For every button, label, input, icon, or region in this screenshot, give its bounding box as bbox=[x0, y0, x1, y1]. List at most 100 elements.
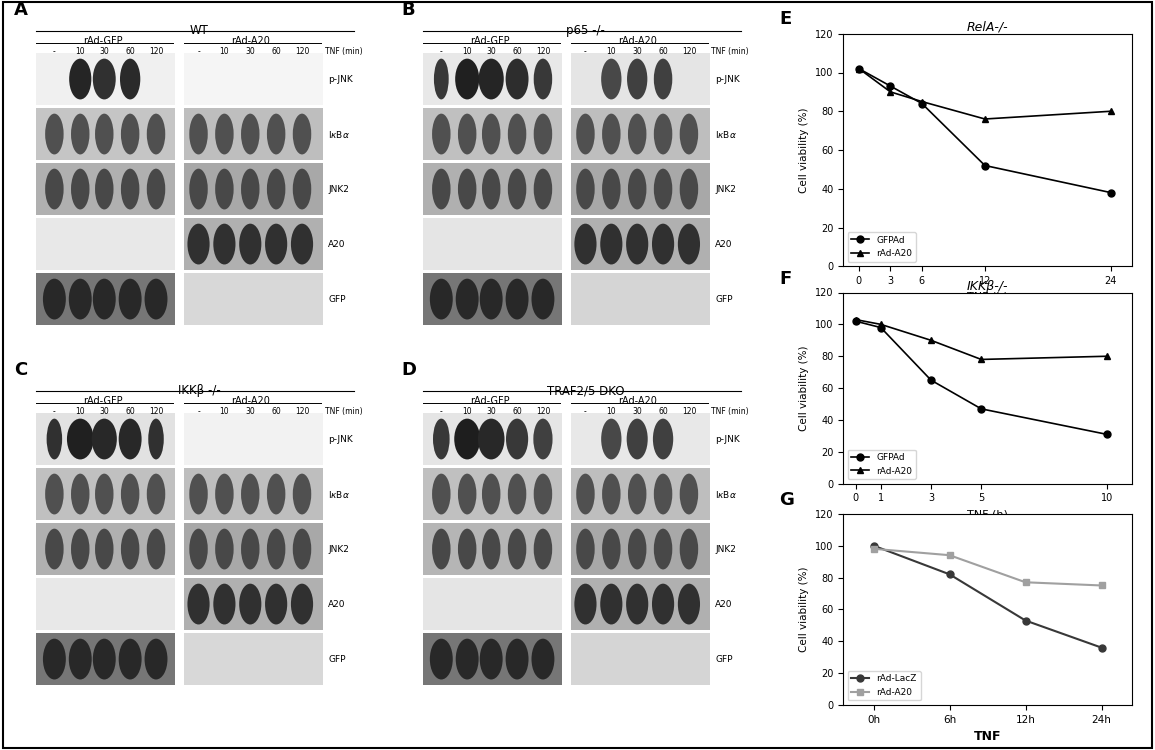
Text: A20: A20 bbox=[715, 239, 732, 248]
Ellipse shape bbox=[432, 169, 450, 209]
Text: rAd-GFP: rAd-GFP bbox=[470, 396, 509, 406]
Ellipse shape bbox=[432, 114, 450, 154]
Ellipse shape bbox=[292, 169, 311, 209]
GFPAd bbox=[874, 323, 888, 332]
Text: 120: 120 bbox=[681, 46, 696, 56]
Text: 30: 30 bbox=[99, 46, 110, 56]
Bar bbox=[571, 523, 709, 575]
Ellipse shape bbox=[628, 169, 647, 209]
Text: GFP: GFP bbox=[328, 295, 345, 304]
Bar bbox=[184, 108, 322, 160]
Ellipse shape bbox=[189, 114, 208, 154]
rAd-A20 bbox=[849, 315, 863, 324]
Ellipse shape bbox=[430, 279, 453, 320]
Ellipse shape bbox=[144, 279, 167, 320]
Ellipse shape bbox=[531, 279, 554, 320]
Ellipse shape bbox=[457, 529, 476, 569]
Bar bbox=[423, 273, 561, 326]
Ellipse shape bbox=[45, 529, 64, 569]
Ellipse shape bbox=[292, 114, 311, 154]
Ellipse shape bbox=[654, 58, 672, 100]
Text: A: A bbox=[14, 2, 28, 20]
Text: rAd-A20: rAd-A20 bbox=[618, 396, 657, 406]
rAd-LacZ bbox=[942, 570, 956, 579]
Ellipse shape bbox=[215, 169, 233, 209]
Ellipse shape bbox=[653, 419, 673, 460]
Text: GFP: GFP bbox=[715, 295, 732, 304]
Y-axis label: Cell viability (%): Cell viability (%) bbox=[799, 345, 810, 430]
Bar bbox=[571, 163, 709, 215]
Bar bbox=[423, 468, 561, 520]
Text: 30: 30 bbox=[632, 46, 642, 56]
Ellipse shape bbox=[531, 639, 554, 680]
Text: 10: 10 bbox=[75, 406, 85, 416]
Ellipse shape bbox=[482, 474, 500, 514]
Line: rAd-A20: rAd-A20 bbox=[856, 65, 1115, 122]
Bar bbox=[36, 468, 174, 520]
Ellipse shape bbox=[92, 639, 116, 680]
Line: GFPAd: GFPAd bbox=[856, 65, 1115, 196]
Ellipse shape bbox=[534, 58, 552, 100]
Ellipse shape bbox=[69, 58, 91, 100]
Text: rAd-A20: rAd-A20 bbox=[618, 36, 657, 46]
GFPAd bbox=[1100, 430, 1113, 439]
Ellipse shape bbox=[627, 58, 647, 100]
Ellipse shape bbox=[70, 474, 89, 514]
Ellipse shape bbox=[479, 279, 502, 320]
Ellipse shape bbox=[626, 224, 648, 265]
Text: 60: 60 bbox=[271, 406, 281, 416]
Ellipse shape bbox=[291, 224, 313, 265]
Ellipse shape bbox=[69, 639, 91, 680]
Text: 30: 30 bbox=[486, 406, 497, 416]
rAd-A20 bbox=[884, 88, 897, 97]
rAd-A20 bbox=[1019, 578, 1033, 586]
Ellipse shape bbox=[267, 529, 285, 569]
Ellipse shape bbox=[241, 114, 260, 154]
Legend: rAd-LacZ, rAd-A20: rAd-LacZ, rAd-A20 bbox=[848, 670, 921, 700]
Bar bbox=[423, 163, 561, 215]
rAd-A20 bbox=[978, 115, 992, 124]
rAd-A20 bbox=[924, 336, 938, 345]
Ellipse shape bbox=[267, 114, 285, 154]
Bar bbox=[571, 273, 709, 326]
Text: G: G bbox=[780, 490, 795, 508]
Ellipse shape bbox=[457, 474, 476, 514]
Text: p65 -/-: p65 -/- bbox=[566, 24, 605, 38]
Bar bbox=[184, 53, 322, 105]
Ellipse shape bbox=[602, 114, 620, 154]
Text: F: F bbox=[780, 269, 792, 287]
Ellipse shape bbox=[454, 419, 480, 460]
rAd-A20 bbox=[874, 320, 888, 328]
Ellipse shape bbox=[189, 529, 208, 569]
rAd-A20 bbox=[975, 355, 989, 364]
Bar bbox=[184, 468, 322, 520]
Ellipse shape bbox=[69, 279, 91, 320]
Ellipse shape bbox=[456, 279, 478, 320]
Ellipse shape bbox=[601, 419, 621, 460]
Text: -: - bbox=[53, 406, 55, 416]
Bar bbox=[571, 633, 709, 686]
Ellipse shape bbox=[479, 639, 502, 680]
X-axis label: TNF: TNF bbox=[974, 730, 1001, 743]
rAd-LacZ bbox=[866, 542, 880, 550]
Ellipse shape bbox=[508, 114, 527, 154]
Text: 60: 60 bbox=[512, 46, 522, 56]
Text: 120: 120 bbox=[149, 46, 163, 56]
GFPAd bbox=[1104, 188, 1118, 197]
Ellipse shape bbox=[70, 169, 89, 209]
Ellipse shape bbox=[119, 279, 142, 320]
Bar bbox=[36, 53, 174, 105]
Text: 30: 30 bbox=[245, 46, 255, 56]
Text: E: E bbox=[780, 10, 792, 28]
Ellipse shape bbox=[456, 639, 478, 680]
Bar bbox=[423, 108, 561, 160]
Ellipse shape bbox=[627, 419, 648, 460]
Ellipse shape bbox=[215, 474, 233, 514]
Bar bbox=[423, 633, 561, 686]
Ellipse shape bbox=[576, 169, 595, 209]
Ellipse shape bbox=[601, 58, 621, 100]
Ellipse shape bbox=[534, 474, 552, 514]
Line: rAd-A20: rAd-A20 bbox=[852, 316, 1110, 363]
Ellipse shape bbox=[482, 529, 500, 569]
Bar bbox=[184, 218, 322, 270]
